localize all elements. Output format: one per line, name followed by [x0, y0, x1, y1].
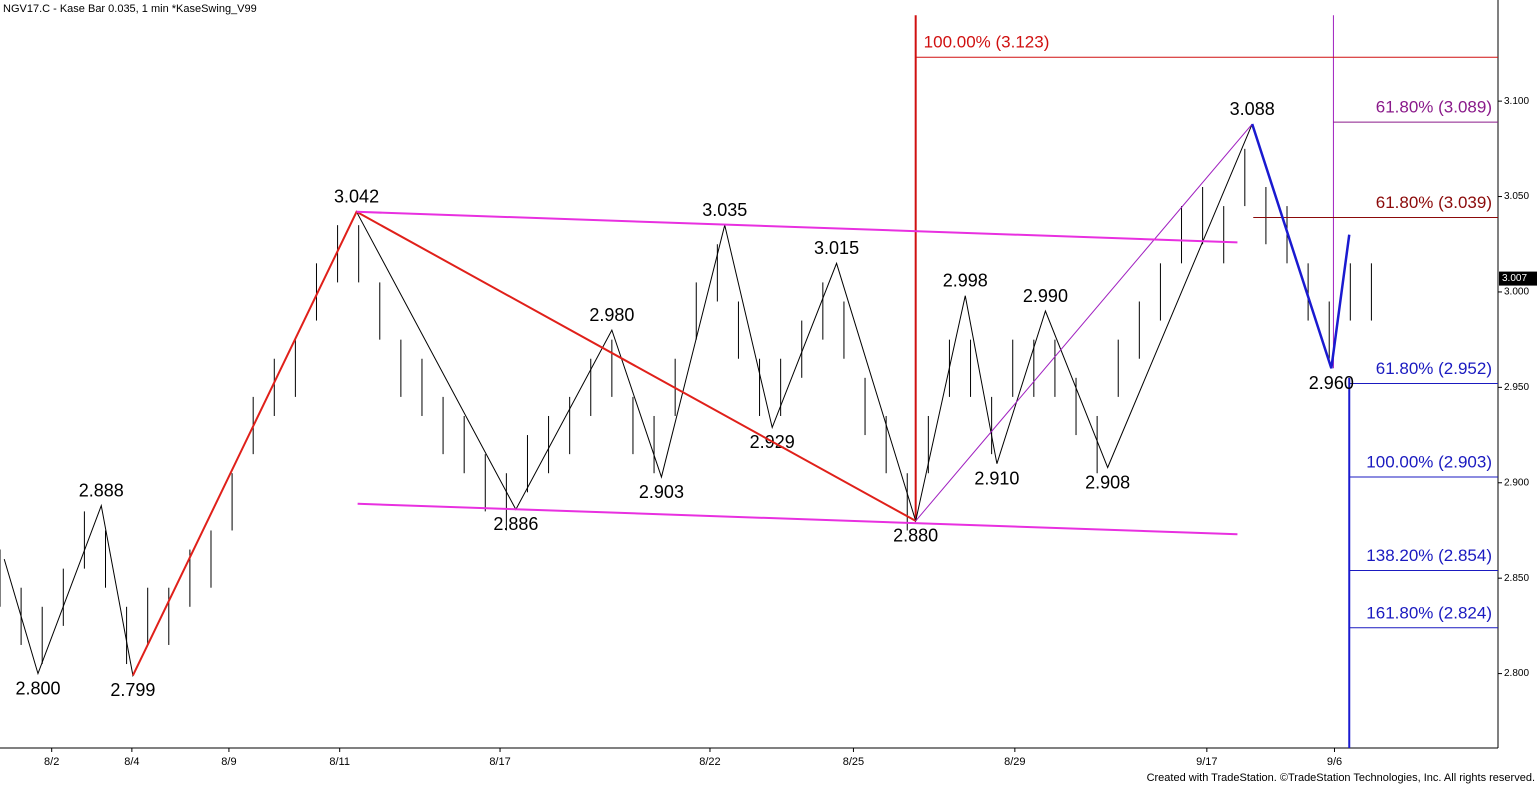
x-tick-label: 9/6: [1327, 756, 1342, 768]
swing-label: 2.960: [1309, 373, 1354, 393]
swing-label: 2.886: [493, 514, 538, 534]
fib-label: 61.80% (3.089): [1376, 98, 1492, 117]
y-tick-label: 3.100: [1504, 96, 1529, 107]
y-tick-label: 2.900: [1504, 477, 1529, 488]
swing-label: 3.035: [702, 200, 747, 220]
swing-label: 3.042: [334, 187, 379, 207]
x-tick-label: 8/17: [489, 756, 510, 768]
fib-label: 100.00% (3.123): [924, 33, 1050, 52]
y-tick-label: 2.950: [1504, 382, 1529, 393]
last-price-box: [1499, 271, 1537, 286]
swing-label: 2.910: [974, 468, 1019, 488]
y-tick-label: 3.050: [1504, 191, 1529, 202]
fib-label: 61.80% (2.952): [1376, 359, 1492, 378]
swing-label: 2.990: [1023, 286, 1068, 306]
swing-label: 2.799: [110, 680, 155, 700]
swing-label: 2.908: [1085, 472, 1130, 492]
y-tick-label: 3.000: [1504, 287, 1529, 298]
fib-label: 100.00% (2.903): [1366, 453, 1492, 472]
swing-label: 2.903: [639, 482, 684, 502]
swing-label: 2.998: [943, 271, 988, 291]
x-tick-label: 8/9: [221, 756, 236, 768]
swing-line: [915, 123, 1253, 522]
x-tick-label: 8/4: [124, 756, 139, 768]
last-price-label: 3.007: [1502, 273, 1527, 284]
x-tick-label: 8/2: [44, 756, 59, 768]
swing-line: [356, 210, 1238, 244]
swing-label: 3.088: [1230, 99, 1275, 119]
x-tick-label: 9/17: [1196, 756, 1217, 768]
y-tick-label: 2.800: [1504, 668, 1529, 679]
fib-label: 61.80% (3.039): [1376, 193, 1492, 212]
swing-label: 2.980: [589, 305, 634, 325]
x-tick-label: 8/11: [329, 756, 350, 768]
x-tick-label: 8/22: [699, 756, 720, 768]
fib-label: 161.80% (2.824): [1366, 603, 1492, 622]
fib-label: 138.20% (2.854): [1366, 546, 1492, 565]
chart-title: NGV17.C - Kase Bar 0.035, 1 min *KaseSwi…: [3, 3, 257, 15]
credit: Created with TradeStation. ©TradeStation…: [1147, 772, 1535, 784]
swing-line: [357, 502, 1238, 536]
swing-label: 2.888: [79, 480, 124, 500]
swing-label: 2.880: [893, 526, 938, 546]
y-tick-label: 2.850: [1504, 573, 1529, 584]
x-tick-label: 8/25: [843, 756, 864, 768]
swing-label: 3.015: [814, 238, 859, 258]
x-tick-label: 8/29: [1004, 756, 1025, 768]
swing-label: 2.800: [15, 678, 60, 698]
swing-line: [1251, 123, 1351, 369]
